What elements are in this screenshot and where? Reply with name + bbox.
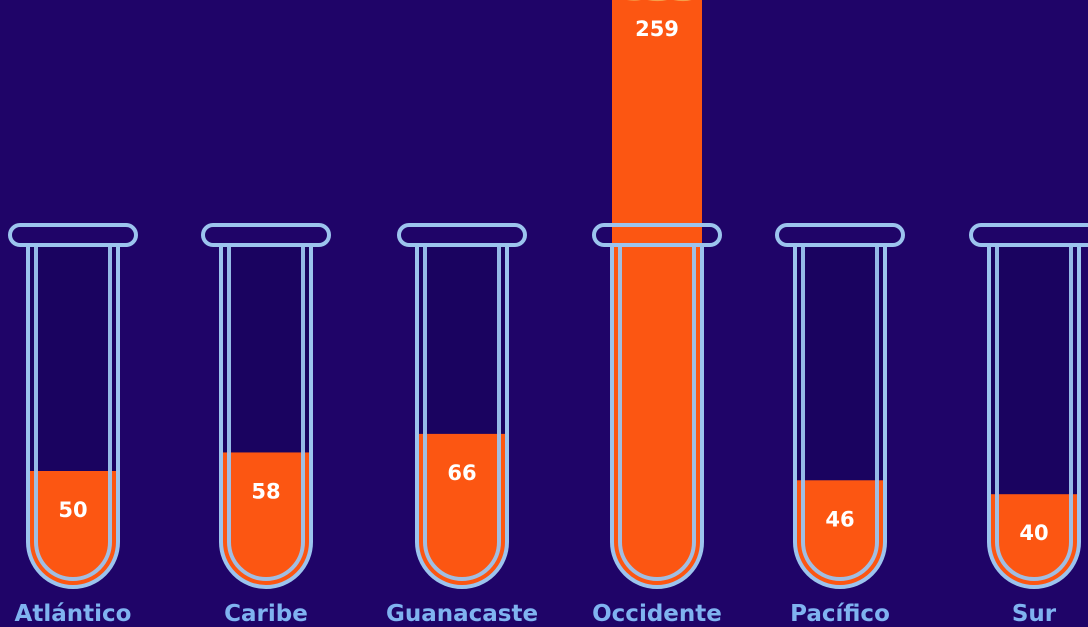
bar-occidente [612,0,702,587]
tube-pacifico: 46 Pacífico [775,223,905,627]
tube-rim [201,223,331,247]
category-label-occidente: Occidente [592,601,722,627]
data-label-guanacaste: 66 [447,461,476,485]
data-label-occidente: 259 [635,17,679,41]
category-label-caribe: Caribe [224,601,308,627]
data-label-sur: 40 [1019,521,1048,545]
data-label-caribe: 58 [251,479,280,503]
tube-outline [987,245,1081,589]
tube-rim [592,223,722,247]
tube-guanacaste: 66 Guanacaste [386,223,538,627]
tube-rim [969,223,1088,247]
category-label-sur: Sur [1012,601,1057,627]
tube-inner-outline [227,245,305,581]
bar-pacifico [795,480,885,587]
tube-outline [26,245,120,589]
tubes-layer: 50 Atlántico 58 Caribe 66 Guanacaste 259 Occide… [8,0,1088,627]
tube-rim [775,223,905,247]
tube-inner-outline [801,245,879,581]
category-label-guanacaste: Guanacaste [386,601,538,627]
tube-outline [610,245,704,589]
tube-atlantico: 50 Atlántico [8,223,138,627]
tube-outline [793,245,887,589]
tube-inner-outline [618,245,696,581]
tube-occidente: 259 Occidente [592,0,722,627]
tube-outline [219,245,313,589]
tube-rim [397,223,527,247]
data-label-pacifico: 46 [825,507,854,531]
tube-inner-outline [34,245,112,581]
category-label-atlantico: Atlántico [15,601,132,627]
category-label-pacifico: Pacífico [790,601,890,627]
bar-caribe [221,452,311,587]
tube-inner-outline [423,245,501,581]
data-label-atlantico: 50 [58,498,87,522]
bar-sur [989,494,1079,587]
tube-sur: 40 Sur [969,223,1088,627]
tube-inner-outline [995,245,1073,581]
tube-rim [8,223,138,247]
tube-outline [415,245,509,589]
bar-atlantico [28,471,118,587]
tube-caribe: 58 Caribe [201,223,331,627]
